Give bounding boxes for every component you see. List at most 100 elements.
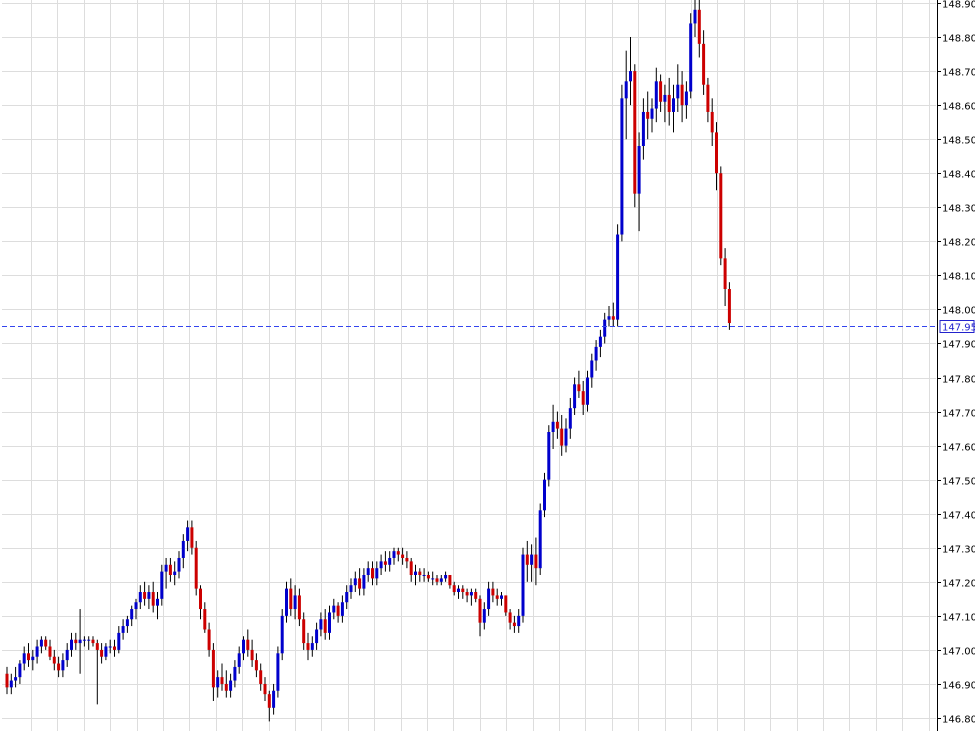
candle (603, 312, 607, 344)
candle (379, 554, 383, 575)
candle-body-up (547, 432, 551, 480)
candle (164, 557, 168, 589)
candle-body-up (650, 108, 654, 119)
y-tick-label: 148.00 (942, 306, 975, 317)
candle (646, 91, 650, 140)
candle (125, 615, 129, 633)
candle (710, 98, 714, 146)
current-price-tag: 147.95 (939, 320, 975, 334)
candle-body-down (259, 670, 263, 684)
candle (444, 571, 448, 582)
candle (422, 568, 426, 582)
candle-body-up (586, 377, 589, 405)
candle-body-down (426, 575, 430, 579)
candle-body-up (616, 234, 620, 320)
candle-body-up (138, 592, 142, 603)
y-tick-label: 147.60 (942, 443, 975, 454)
candle (426, 571, 430, 582)
candle-body-down (113, 646, 116, 650)
candle-body-up (22, 653, 26, 664)
candle-body-up (538, 510, 542, 569)
candle-body-down (306, 643, 310, 650)
y-tick-label: 147.90 (942, 340, 975, 351)
candle (224, 670, 228, 698)
candle (280, 609, 284, 661)
candle-body-down (555, 421, 559, 429)
candle-body-up (689, 23, 693, 92)
candle (328, 605, 331, 640)
candle-body-down (680, 84, 684, 106)
candle-body-up (672, 98, 675, 112)
candle (439, 575, 443, 586)
candle (22, 646, 26, 671)
candle-body-up (349, 585, 353, 593)
candle (431, 571, 435, 586)
candle-body-down (371, 568, 374, 579)
candle-body-up (272, 690, 276, 708)
candle-body-up (61, 660, 65, 671)
y-tick-label: 147.10 (942, 613, 975, 624)
candle-body-up (676, 84, 680, 99)
candle (31, 649, 35, 671)
candle-body-up (620, 98, 624, 235)
candle (650, 98, 654, 133)
candle-body-down (383, 561, 387, 565)
candle-body-down (667, 94, 671, 112)
candle-body-down (405, 557, 409, 562)
candle (147, 585, 151, 610)
candle-body-down (190, 527, 194, 548)
candle-body-up (431, 578, 435, 580)
candle (82, 636, 86, 647)
candle-body-down (512, 622, 516, 627)
candle-body-up (147, 592, 151, 599)
y-tick-label: 148.90 (942, 0, 975, 11)
candle-body-up (444, 575, 448, 579)
candle-body-up (14, 677, 18, 681)
candle-body-up (31, 656, 35, 661)
candle-body-up (156, 598, 159, 606)
y-tick-label: 148.50 (942, 136, 975, 147)
y-tick-label: 148.80 (942, 34, 975, 45)
candle-body-down (727, 289, 731, 324)
candle (27, 643, 30, 667)
candle (134, 598, 138, 620)
candle (607, 306, 611, 327)
candle (267, 690, 271, 722)
y-tick-label: 148.30 (942, 204, 975, 215)
candle (616, 224, 620, 327)
candle (452, 581, 456, 596)
candle (371, 561, 374, 586)
candle-body-down (199, 588, 202, 610)
candle-body-down (401, 554, 405, 558)
candle-body-down (418, 571, 422, 575)
candle-body-up (65, 649, 69, 661)
candle-body-up (280, 615, 284, 654)
candle-body-down (560, 428, 564, 446)
candle (461, 585, 465, 599)
candle-body-down (297, 595, 301, 620)
candle (581, 380, 585, 415)
y-tick-label: 147.50 (942, 477, 975, 488)
candle (435, 575, 439, 586)
y-tick-label: 147.40 (942, 511, 975, 522)
candle-body-up (521, 554, 525, 616)
candle-body-down (100, 649, 104, 657)
candle (353, 571, 357, 593)
candle (199, 585, 202, 620)
candle (216, 670, 220, 698)
candle (611, 302, 615, 327)
candle (340, 595, 344, 623)
candle-body-down (224, 683, 228, 691)
candle-body-down (715, 132, 718, 174)
y-tick-label: 148.10 (942, 272, 975, 283)
candle (39, 636, 43, 654)
candle-body-up (654, 81, 658, 109)
candle-body-up (332, 605, 336, 613)
candle-body-down (706, 84, 710, 112)
current-price-label: 147.95 (942, 323, 975, 334)
candle (624, 50, 628, 140)
candle (366, 561, 370, 582)
candle (74, 632, 78, 650)
candle (237, 646, 241, 674)
